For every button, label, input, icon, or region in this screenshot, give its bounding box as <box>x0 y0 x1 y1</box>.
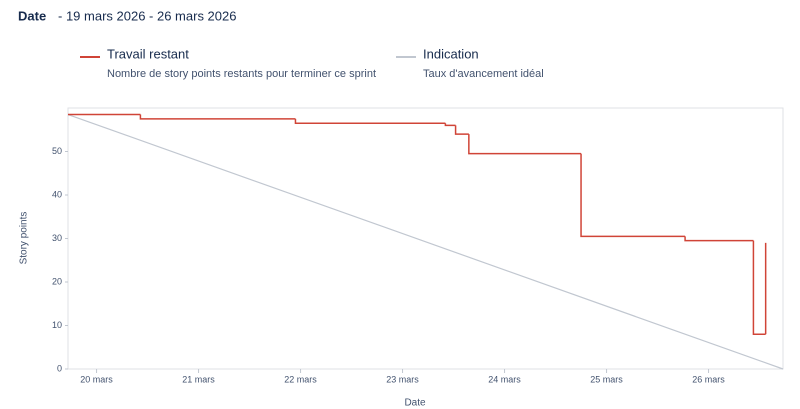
y-tick-label: 20 <box>52 276 62 286</box>
x-tick-label: 25 mars <box>590 374 623 384</box>
legend-label: Indication <box>423 46 479 61</box>
header-label: Date <box>18 8 46 23</box>
step-segment <box>139 114 296 120</box>
step-segment <box>468 134 582 155</box>
y-tick-label: 10 <box>52 320 62 330</box>
x-tick-label: 23 mars <box>386 374 419 384</box>
legend-description: Nombre de story points restants pour ter… <box>107 68 376 80</box>
step-segment <box>294 118 446 124</box>
y-tick-label: 30 <box>52 233 62 243</box>
step-segment <box>580 153 686 238</box>
x-tick-label: 20 mars <box>80 374 113 384</box>
step-segment <box>684 236 754 242</box>
legend-description: Taux d'avancement idéal <box>423 68 544 80</box>
step-segment <box>444 123 456 127</box>
x-tick-label: 21 mars <box>182 374 215 384</box>
y-tick-label: 40 <box>52 189 62 199</box>
step-segment <box>752 240 766 335</box>
step-segment <box>454 125 469 135</box>
y-axis-title: Story points <box>19 212 30 265</box>
x-tick-label: 24 mars <box>488 374 521 384</box>
line <box>67 113 784 370</box>
x-tick-label: 22 mars <box>284 374 317 384</box>
y-tick-label: 0 <box>57 363 62 373</box>
x-axis-title: Date <box>404 398 426 409</box>
y-tick-label: 50 <box>52 146 62 156</box>
x-tick-label: 26 mars <box>692 374 725 384</box>
plot-frame <box>67 107 784 370</box>
legend-label: Travail restant <box>107 46 189 61</box>
header-range: - 19 mars 2026 - 26 mars 2026 <box>58 8 236 23</box>
